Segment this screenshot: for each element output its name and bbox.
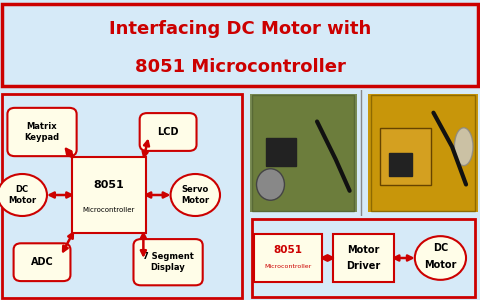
Text: Motor: Motor xyxy=(424,260,456,270)
Text: Driver: Driver xyxy=(347,261,381,272)
Ellipse shape xyxy=(415,236,466,280)
Text: Interfacing DC Motor with: Interfacing DC Motor with xyxy=(109,20,371,38)
Ellipse shape xyxy=(455,128,473,166)
FancyBboxPatch shape xyxy=(333,235,394,282)
Text: Matrix
Keypad: Matrix Keypad xyxy=(24,122,60,142)
FancyBboxPatch shape xyxy=(252,219,475,297)
FancyBboxPatch shape xyxy=(2,94,242,298)
FancyBboxPatch shape xyxy=(266,138,296,166)
Ellipse shape xyxy=(256,169,285,200)
Text: Servo
Motor: Servo Motor xyxy=(181,185,209,205)
Circle shape xyxy=(170,174,220,216)
FancyBboxPatch shape xyxy=(252,95,354,211)
FancyBboxPatch shape xyxy=(13,243,71,281)
FancyBboxPatch shape xyxy=(133,239,203,285)
FancyBboxPatch shape xyxy=(380,128,431,184)
Text: 8051: 8051 xyxy=(94,179,124,190)
Text: 8051 Microcontroller: 8051 Microcontroller xyxy=(134,58,346,76)
Circle shape xyxy=(0,174,47,216)
Text: 7 Segment
Display: 7 Segment Display xyxy=(143,252,193,272)
FancyBboxPatch shape xyxy=(254,235,322,282)
FancyBboxPatch shape xyxy=(72,157,146,233)
Text: LCD: LCD xyxy=(157,127,179,137)
Text: Motor: Motor xyxy=(348,244,380,255)
Text: DC: DC xyxy=(433,243,448,253)
Text: ADC: ADC xyxy=(31,257,53,267)
Text: Microcontroller: Microcontroller xyxy=(264,264,312,269)
FancyBboxPatch shape xyxy=(250,94,357,212)
FancyBboxPatch shape xyxy=(368,94,478,212)
FancyBboxPatch shape xyxy=(2,4,478,86)
Text: DC
Motor: DC Motor xyxy=(8,185,36,205)
Text: 8051: 8051 xyxy=(274,244,302,255)
FancyBboxPatch shape xyxy=(140,113,196,151)
Text: Microcontroller: Microcontroller xyxy=(83,207,135,213)
FancyBboxPatch shape xyxy=(389,153,412,176)
FancyBboxPatch shape xyxy=(371,95,475,211)
FancyBboxPatch shape xyxy=(7,108,77,156)
